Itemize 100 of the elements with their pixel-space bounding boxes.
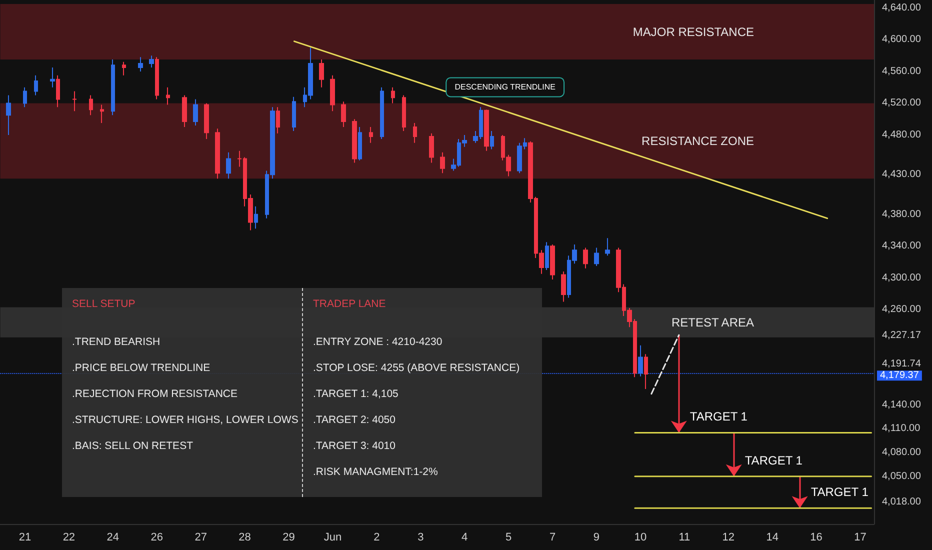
candlestick	[276, 106, 280, 134]
band-label: RETEST AREA	[672, 315, 754, 330]
candlestick	[292, 96, 296, 132]
y-tick-label: 4,050.00	[882, 470, 922, 482]
candlestick	[440, 152, 445, 174]
x-tick-label: 5	[506, 532, 512, 544]
band-label: MAJOR RESISTANCE	[632, 24, 754, 39]
candlestick	[561, 271, 566, 302]
candlestick	[429, 132, 434, 164]
y-tick-label: 4,600.00	[882, 34, 922, 46]
y-tick-label: 4,191.74	[882, 358, 922, 370]
x-tick-label: Jun	[324, 532, 342, 544]
y-tick-label: 4,560.00	[882, 66, 922, 77]
text: SELL SETUP	[72, 298, 136, 310]
candlestick	[155, 56, 159, 100]
candlestick	[484, 109, 489, 152]
x-tick-label: 12	[722, 532, 734, 544]
candlestick	[111, 59, 115, 116]
candlestick	[226, 152, 231, 180]
candlestick	[100, 104, 104, 124]
candlestick	[490, 130, 494, 150]
annotation: .STOP LOSE: 4255 (ABOVE RESISTANCE)	[313, 362, 521, 374]
candlestick	[72, 90, 77, 112]
candlestick	[391, 86, 395, 104]
x-tick-label: 9	[593, 532, 600, 544]
series-label: TARGET 1	[810, 485, 869, 500]
x-tick-label: 27	[194, 532, 207, 544]
candlestick	[166, 86, 170, 106]
candlestick	[369, 126, 373, 144]
candlestick	[319, 59, 324, 88]
y-tick-label: 4,430.00	[882, 169, 922, 180]
candlestick	[138, 56, 143, 72]
candlestick	[50, 66, 55, 88]
candlestick	[23, 86, 27, 108]
x-tick-label: 22	[62, 532, 76, 544]
candlestick	[605, 238, 610, 256]
x-tick-label: 10	[634, 532, 647, 544]
x-tick-label: 2	[374, 532, 380, 544]
candlestick	[413, 122, 417, 144]
candlestick	[545, 242, 549, 270]
y-tick-label: 4,340.00	[882, 240, 922, 252]
candlestick	[34, 74, 38, 96]
candlestick	[402, 94, 406, 132]
candlestick	[215, 128, 220, 180]
x-tick-label: 21	[18, 532, 32, 544]
candlestick	[638, 344, 643, 377]
x-tick-label: 26	[150, 532, 163, 544]
band-label: RESISTANCE ZONE	[642, 134, 754, 148]
x-tick-label: 7	[549, 532, 556, 544]
series-label: DESCENDING TRENDLINE	[454, 82, 556, 92]
annotation: .ENTRY ZONE : 4210-4230	[313, 336, 444, 348]
x-tick-label: 24	[106, 532, 120, 544]
candlestick	[254, 206, 258, 230]
y-tick-label: 4,140.00	[882, 399, 922, 410]
annotation: .REJECTION FROM RESISTANCE	[72, 388, 238, 400]
annotation: .TARGET 1: 4,105	[313, 388, 400, 400]
y-tick-label: 4,080.00	[882, 447, 922, 458]
y-tick-label: 4,640.00	[882, 2, 922, 14]
candlestick	[56, 74, 60, 108]
candlestick	[358, 126, 362, 161]
candlestick	[330, 74, 335, 112]
text: TRADEP LANE	[313, 298, 387, 310]
series-label: TARGET 1	[690, 410, 748, 424]
candlestick	[193, 98, 198, 126]
annotation: .TARGET 3: 4010	[313, 440, 396, 452]
candlestick	[149, 55, 154, 68]
ref-line-label: 4,179.37	[880, 370, 920, 382]
candlestick	[122, 61, 126, 76]
candlestick	[89, 94, 93, 116]
candlestick	[644, 354, 648, 390]
y-tick-label: 4,110.00	[882, 423, 921, 434]
x-tick-label: 11	[678, 532, 690, 544]
x-tick-label: 4	[462, 532, 468, 544]
x-tick-label: 29	[282, 532, 295, 544]
annotation: .BAIS: SELL ON RETEST	[72, 440, 194, 452]
series-label: TARGET 1	[744, 453, 803, 468]
candlestick	[352, 118, 357, 164]
annotation: .STRUCTURE: LOWER HIGHS, LOWER LOWS	[72, 414, 298, 426]
candlestick	[341, 101, 346, 128]
y-tick-label: 4,018.00	[882, 496, 922, 508]
x-tick-label: 14	[766, 532, 778, 544]
candlestick	[594, 247, 599, 266]
candlestick	[550, 244, 555, 280]
x-tick-label: 28	[238, 532, 251, 544]
y-tick-label: 4,380.00	[882, 208, 922, 220]
y-tick-label: 4,520.00	[882, 98, 922, 109]
x-tick-label: 17	[854, 532, 866, 544]
y-tick-label: 4,300.00	[882, 272, 922, 284]
annotation: .TREND BEARISH	[72, 336, 162, 348]
y-tick-label: 4,480.00	[882, 129, 922, 140]
candlestick	[380, 86, 384, 140]
annotation: .PRICE BELOW TRENDLINE	[72, 362, 212, 374]
candlestick	[583, 247, 588, 269]
y-tick-label: 4,227.17	[882, 330, 922, 342]
candlestick	[204, 102, 209, 140]
x-tick-label: 16	[810, 532, 822, 544]
x-tick-label: 3	[418, 532, 424, 544]
y-tick-label: 4,260.00	[882, 304, 922, 316]
candlestick	[182, 94, 187, 128]
annotation: .TARGET 2: 4050	[313, 414, 396, 426]
